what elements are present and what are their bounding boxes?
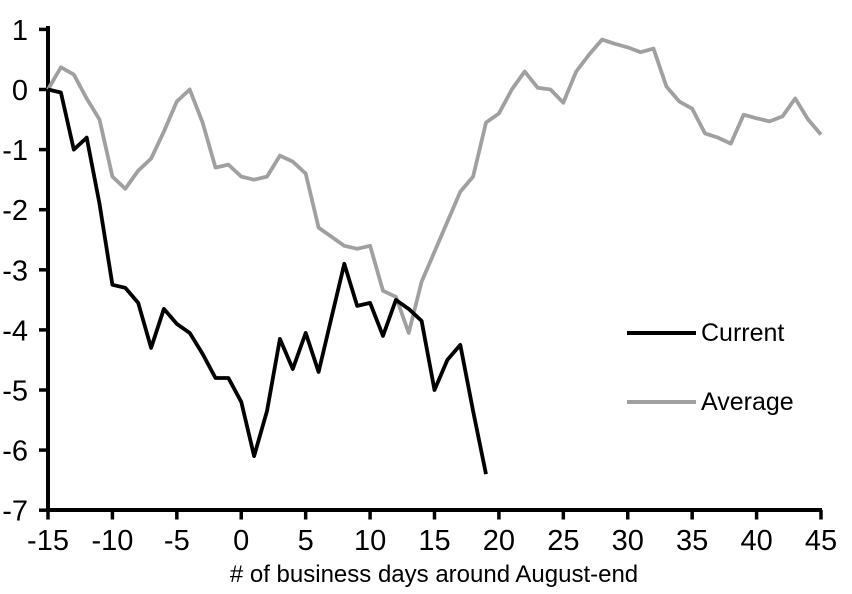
y-tick-label: -7: [2, 496, 28, 528]
x-tick-label: 20: [483, 525, 515, 557]
x-tick-label: 5: [298, 525, 314, 557]
x-tick-label: -10: [91, 525, 133, 557]
y-tick-label: -2: [2, 195, 28, 227]
x-tick-label: -5: [164, 525, 190, 557]
x-tick-label: 15: [418, 525, 450, 557]
x-tick-label: 30: [612, 525, 644, 557]
legend-item-current: Current: [627, 319, 784, 347]
x-axis-title: # of business days around August-end: [230, 561, 638, 588]
legend-line-average-swatch: [627, 400, 696, 404]
y-tick-label: -4: [2, 315, 28, 347]
average-line: [46, 37, 823, 335]
x-tick-label: -15: [27, 525, 69, 557]
x-tick-label: 25: [547, 525, 579, 557]
x-tick-label: 45: [805, 525, 837, 557]
y-tick-label: -1: [2, 135, 28, 167]
legend-label-current: Current: [701, 319, 785, 347]
y-tick-label: 1: [12, 15, 28, 47]
y-tick-label: -6: [2, 436, 28, 468]
plot-area: 10-1-2-3-4-5-6-7-15 -10 -5 0 5 10 15 20 25 30 35 40…: [2, 15, 837, 557]
legend-line-current-swatch: [627, 331, 696, 335]
legend-label-average: Average: [701, 388, 794, 416]
legend-item-average: Average: [627, 388, 794, 416]
y-tick-label: -5: [2, 376, 28, 408]
x-tick-label: 40: [740, 525, 772, 557]
y-tick-label: 0: [12, 75, 28, 107]
y-tick-label: -3: [2, 255, 28, 287]
x-tick-label: 10: [354, 525, 386, 557]
x-tick-label: 35: [676, 525, 708, 557]
x-tick-label: 0: [233, 525, 249, 557]
current-line: [47, 87, 488, 475]
